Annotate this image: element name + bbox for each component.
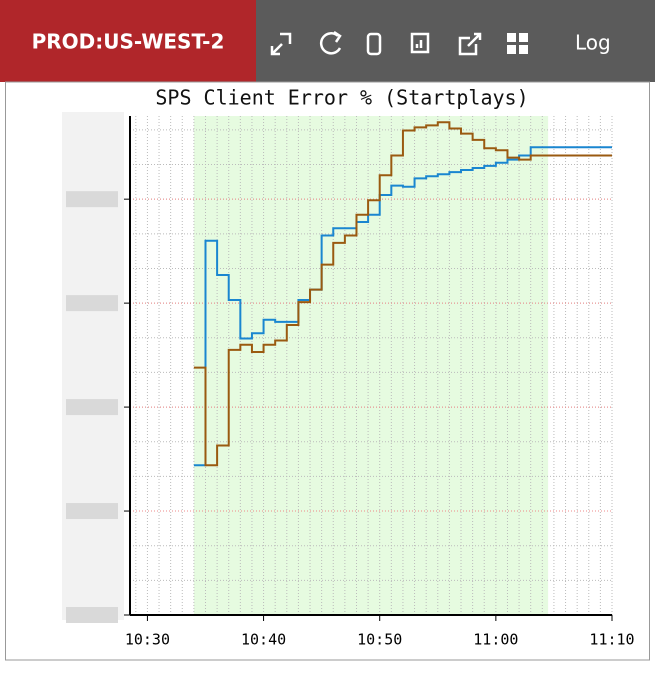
series-line <box>193 146 612 467</box>
env-label: PROD:US-WEST-2 <box>32 30 225 54</box>
chart-title: SPS Client Error % (Startplays) <box>155 86 528 110</box>
blurred-y-labels <box>62 112 124 620</box>
refresh-icon[interactable] <box>319 30 342 55</box>
highlight-band <box>193 116 549 615</box>
blurred-tick-label <box>66 607 118 623</box>
chart-icon[interactable] <box>410 32 430 54</box>
x-tick-label: 10:50 <box>357 631 402 649</box>
env-badge <box>0 0 256 82</box>
blurred-tick-label <box>66 191 118 208</box>
log-button[interactable]: Log <box>575 31 611 55</box>
x-tick-label: 11:00 <box>473 631 518 649</box>
blurred-tick-label <box>66 295 118 312</box>
expand-icon[interactable] <box>270 32 292 56</box>
popout-icon[interactable] <box>458 32 482 56</box>
grid-icon[interactable] <box>507 33 528 54</box>
series-line <box>193 121 612 467</box>
x-tick-label: 10:30 <box>125 631 170 649</box>
x-tick-label: 10:40 <box>241 631 286 649</box>
blurred-tick-label <box>66 399 118 416</box>
toolbar-icons <box>270 30 482 56</box>
x-tick-label: 11:10 <box>589 631 634 649</box>
blurred-tick-label <box>66 503 118 520</box>
touch-icon[interactable] <box>366 32 382 56</box>
